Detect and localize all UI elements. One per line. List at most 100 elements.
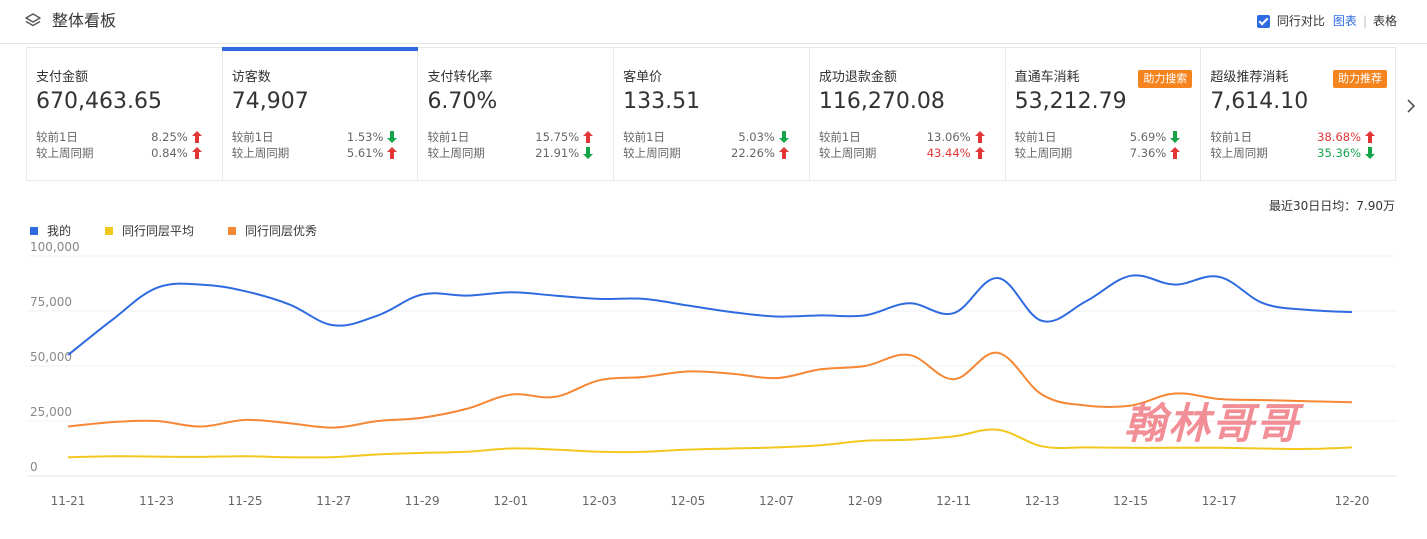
x-tick-label: 12-09	[848, 494, 883, 508]
view-separator: |	[1362, 14, 1367, 28]
view-table-link[interactable]: 表格	[1372, 14, 1397, 28]
metric-value: 74,907	[231, 89, 309, 114]
compare-row-week: 较上周同期 22.26%	[623, 145, 789, 161]
compare-row-week: 较上周同期 21.91%	[427, 145, 594, 161]
legend-swatch	[30, 227, 38, 235]
metric-value: 6.70%	[427, 89, 498, 114]
page-title: 整体看板	[52, 11, 117, 30]
compare-row-week: 较上周同期 5.61%	[231, 145, 398, 161]
compare-name: 较前1日	[1014, 130, 1057, 144]
compare-row-day: 较前1日 5.03%	[623, 129, 789, 145]
arrow-down-icon	[583, 147, 594, 159]
metric-label: 直通车消耗	[1014, 70, 1080, 85]
compare-row-day: 较前1日 13.06%	[818, 129, 985, 145]
x-tick-label: 12-07	[759, 494, 794, 508]
view-chart-link[interactable]: 图表	[1332, 14, 1357, 28]
arrow-down-icon	[778, 131, 789, 143]
boost-recommend-badge[interactable]: 助力推荐	[1333, 70, 1388, 88]
metric-value: 133.51	[623, 89, 701, 114]
legend-item-peer-average[interactable]: 同行同层平均	[105, 223, 194, 239]
arrow-up-icon	[778, 147, 789, 159]
series-line-2[interactable]	[67, 351, 1353, 429]
metric-value: 670,463.65	[36, 89, 162, 114]
metric-card-avg-order-value[interactable]: 客单价 133.51 较前1日 5.03% 较上周同期 22.26%	[614, 48, 810, 180]
compare-name: 较前1日	[231, 130, 274, 144]
y-tick-label: 75,000	[30, 295, 72, 309]
arrow-up-icon	[1170, 147, 1181, 159]
metric-label: 客单价	[623, 70, 663, 85]
series-line-0[interactable]	[67, 274, 1353, 356]
compare-name: 较前1日	[36, 130, 78, 144]
metric-card-ztc-spend[interactable]: 直通车消耗 助力搜索 53,212.79 较前1日 5.69% 较上周同期 7.…	[1006, 48, 1202, 180]
x-tick-label: 12-15	[1113, 494, 1148, 508]
dashboard-header: 整体看板 同行对比 图表 | 表格	[0, 0, 1427, 44]
metric-label: 访客数	[231, 70, 271, 85]
compare-pct: 43.44%	[926, 146, 971, 160]
arrow-up-icon	[191, 131, 202, 143]
metric-card-conversion-rate[interactable]: 支付转化率 6.70% 较前1日 15.75% 较上周同期 21.91%	[418, 48, 615, 180]
x-tick-label: 12-17	[1202, 494, 1237, 508]
legend-item-mine[interactable]: 我的	[30, 223, 71, 239]
compare-name: 较上周同期	[231, 146, 290, 160]
series-line-1[interactable]	[67, 428, 1353, 459]
legend-item-peer-excellent[interactable]: 同行同层优秀	[228, 223, 317, 239]
compare-pct: 5.61%	[346, 146, 384, 160]
y-tick-label: 50,000	[30, 350, 72, 364]
compare-name: 较前1日	[818, 130, 861, 144]
metric-card-refund-amount[interactable]: 成功退款金额 116,270.08 较前1日 13.06% 较上周同期 43.4…	[810, 48, 1006, 180]
compare-pct: 8.25%	[151, 130, 188, 144]
metric-card-super-recommend-spend[interactable]: 超级推荐消耗 助力推荐 7,614.10 较前1日 38.68% 较上周同期 3…	[1201, 48, 1395, 180]
compare-name: 较上周同期	[623, 146, 681, 160]
compare-name: 较上周同期	[1014, 146, 1073, 160]
x-tick-label: 11-21	[51, 494, 86, 508]
metric-value: 53,212.79	[1014, 89, 1127, 114]
metric-card-payment-amount[interactable]: 支付金额 670,463.65 较前1日 8.25% 较上周同期 0.84%	[27, 48, 223, 180]
arrow-up-icon	[583, 131, 594, 143]
compare-name: 较前1日	[623, 130, 665, 144]
compare-name: 较上周同期	[818, 146, 877, 160]
compare-pct: 35.36%	[1317, 146, 1362, 160]
compare-row-day: 较前1日 1.53%	[231, 129, 398, 145]
compare-name: 较上周同期	[427, 146, 485, 160]
compare-label[interactable]: 同行对比	[1276, 14, 1325, 28]
compare-name: 较上周同期	[36, 146, 94, 160]
compare-name: 较前1日	[427, 130, 470, 144]
x-tick-label: 11-27	[316, 494, 351, 508]
compare-pct: 22.26%	[731, 146, 775, 160]
compare-pct: 21.91%	[535, 146, 580, 160]
x-tick-label: 11-25	[228, 494, 263, 508]
thirty-day-average: 最近30日日均：7.90万	[1269, 199, 1395, 213]
x-tick-label: 12-01	[493, 494, 528, 508]
legend-label: 同行同层优秀	[245, 224, 318, 238]
legend-label: 同行同层平均	[122, 224, 195, 238]
compare-name: 较前1日	[1210, 130, 1253, 144]
compare-row-week: 较上周同期 35.36%	[1210, 145, 1376, 161]
compare-row-week: 较上周同期 0.84%	[36, 145, 202, 161]
watermark: 翰林哥哥	[1124, 399, 1301, 448]
compare-name: 较上周同期	[1210, 146, 1268, 160]
compare-row-day: 较前1日 5.69%	[1014, 129, 1181, 145]
compare-pct: 7.36%	[1129, 146, 1167, 160]
compare-row-week: 较上周同期 7.36%	[1014, 145, 1181, 161]
compare-row-day: 较前1日 15.75%	[427, 129, 594, 145]
arrow-up-icon	[191, 147, 202, 159]
trend-line-chart: 0 25,000 50,000 75,000 100,000 11-21 11-23 11-2…	[28, 240, 1396, 508]
metric-value: 7,614.10	[1210, 89, 1309, 114]
y-tick-label: 25,000	[30, 405, 72, 419]
compare-checkbox[interactable]	[1256, 14, 1270, 28]
y-tick-label: 100,000	[30, 240, 80, 254]
metric-label: 支付转化率	[427, 70, 493, 85]
arrow-up-icon	[387, 147, 398, 159]
metric-card-visitors[interactable]: 访客数 74,907 较前1日 1.53% 较上周同期 5.61%	[221, 47, 419, 180]
legend-swatch	[228, 227, 237, 235]
x-tick-label: 12-03	[582, 494, 617, 508]
chevron-right-icon[interactable]	[1404, 95, 1418, 117]
compare-pct: 13.06%	[926, 130, 971, 144]
x-tick-label: 12-11	[936, 494, 971, 508]
arrow-up-icon	[974, 131, 985, 143]
metric-label: 超级推荐消耗	[1210, 70, 1289, 85]
legend-swatch	[105, 227, 114, 235]
arrow-down-icon	[387, 131, 398, 143]
boost-search-badge[interactable]: 助力搜索	[1138, 70, 1193, 88]
compare-pct: 15.75%	[535, 130, 580, 144]
